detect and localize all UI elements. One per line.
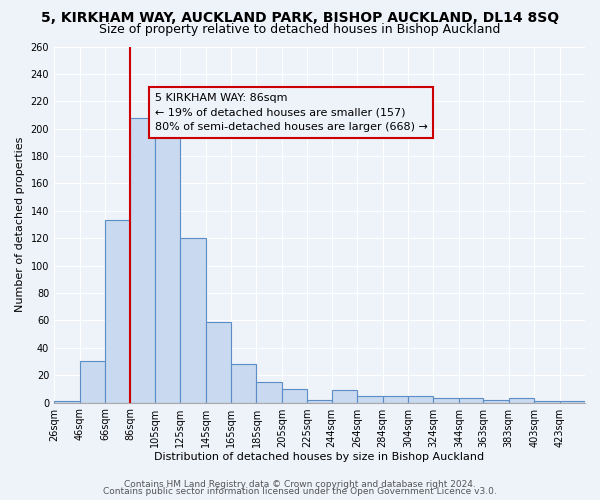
Bar <box>206 322 231 402</box>
Bar <box>534 401 560 402</box>
X-axis label: Distribution of detached houses by size in Bishop Auckland: Distribution of detached houses by size … <box>154 452 485 462</box>
Bar <box>408 396 433 402</box>
Bar <box>332 390 357 402</box>
Bar <box>130 118 155 403</box>
Bar <box>231 364 256 403</box>
Bar <box>282 389 307 402</box>
Bar <box>357 396 383 402</box>
Text: 5 KIRKHAM WAY: 86sqm
← 19% of detached houses are smaller (157)
80% of semi-deta: 5 KIRKHAM WAY: 86sqm ← 19% of detached h… <box>155 93 428 132</box>
Bar <box>80 362 105 403</box>
Text: Contains HM Land Registry data © Crown copyright and database right 2024.: Contains HM Land Registry data © Crown c… <box>124 480 476 489</box>
Bar <box>155 126 180 402</box>
Bar <box>54 401 80 402</box>
Bar <box>307 400 332 402</box>
Bar <box>459 398 483 402</box>
Bar <box>383 396 408 402</box>
Text: Contains public sector information licensed under the Open Government Licence v3: Contains public sector information licen… <box>103 488 497 496</box>
Text: 5, KIRKHAM WAY, AUCKLAND PARK, BISHOP AUCKLAND, DL14 8SQ: 5, KIRKHAM WAY, AUCKLAND PARK, BISHOP AU… <box>41 11 559 25</box>
Bar <box>560 401 585 402</box>
Bar <box>180 238 206 402</box>
Bar <box>256 382 282 402</box>
Y-axis label: Number of detached properties: Number of detached properties <box>15 137 25 312</box>
Bar <box>105 220 130 402</box>
Bar <box>509 398 534 402</box>
Bar <box>433 398 459 402</box>
Text: Size of property relative to detached houses in Bishop Auckland: Size of property relative to detached ho… <box>100 24 500 36</box>
Bar <box>483 400 509 402</box>
